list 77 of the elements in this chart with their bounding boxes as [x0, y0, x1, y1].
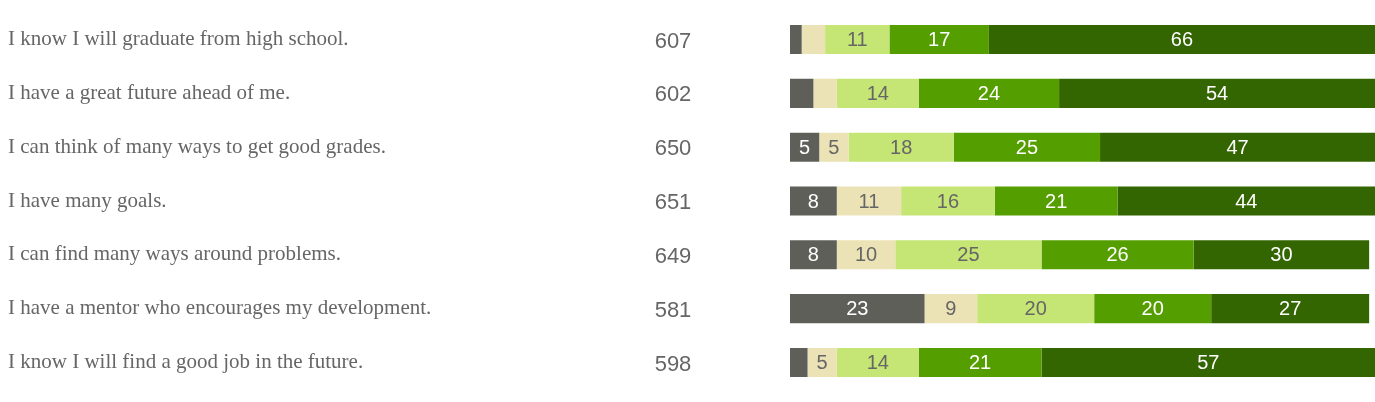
data-label: 25	[1015, 135, 1039, 158]
data-label: 10	[854, 243, 878, 266]
data-label: 27	[1279, 297, 1302, 320]
bar	[790, 186, 837, 216]
data-label: 16	[936, 189, 960, 212]
bar	[1117, 186, 1375, 216]
data-label: 5	[799, 135, 811, 158]
text: 650	[654, 135, 692, 161]
bar	[813, 78, 837, 108]
data-label: 5	[828, 135, 840, 158]
data-label: 57	[1197, 351, 1220, 373]
data-label: 20	[1024, 297, 1047, 320]
data-label: 20	[1141, 297, 1164, 320]
text: 649	[654, 242, 692, 268]
bar	[790, 24, 802, 55]
bar	[825, 24, 890, 55]
data-label: 26	[1106, 243, 1129, 266]
y-tick-label: I can find many ways around problems.	[8, 241, 341, 266]
bar	[953, 132, 1101, 162]
bar	[1041, 240, 1194, 270]
data-label: 21	[1045, 189, 1068, 212]
data-label: 44	[1235, 189, 1258, 212]
text: 602	[654, 81, 692, 107]
bar	[918, 78, 1060, 108]
data-label: 25	[957, 243, 980, 266]
data-label: 9	[945, 297, 957, 320]
bar	[836, 347, 919, 378]
y-tick-label: I can think of many ways to get good grades.	[8, 133, 386, 158]
data-label: 23	[846, 297, 869, 320]
data-label: 30	[1270, 243, 1293, 266]
data-label: 54	[1205, 81, 1229, 104]
y-tick-label: I have a great future ahead of me.	[8, 79, 291, 104]
bar	[801, 24, 826, 55]
data-label: 47	[1226, 135, 1249, 158]
bar	[790, 294, 925, 324]
data-label: 11	[846, 28, 868, 51]
data-label: 8	[807, 189, 819, 212]
data-label: 11	[858, 189, 880, 212]
data-label: 24	[977, 81, 1001, 104]
y-tick-label: I have many goals.	[8, 187, 167, 212]
data-label: 8	[807, 243, 819, 266]
bar	[977, 294, 1095, 324]
data-label: 14	[866, 351, 889, 373]
bar	[1211, 294, 1370, 324]
text: 598	[654, 350, 692, 376]
bar	[836, 240, 896, 270]
bar	[1094, 294, 1212, 324]
bar	[924, 294, 978, 324]
bar	[895, 240, 1042, 270]
data-label: 5	[816, 351, 828, 373]
data-label: 17	[928, 28, 951, 51]
text: 607	[654, 27, 692, 53]
bar	[918, 347, 1042, 378]
bar	[1059, 78, 1375, 108]
bar	[988, 24, 1375, 55]
bar	[790, 240, 837, 270]
data-label: 18	[890, 135, 913, 158]
y-tick-label: I know I will graduate from high school.	[8, 26, 349, 51]
bar	[848, 132, 954, 162]
data-label: 14	[866, 81, 889, 104]
bar	[1100, 132, 1375, 162]
bar	[1193, 240, 1370, 270]
bar	[1041, 347, 1375, 378]
y-tick-label: I know I will find a good job in the future.	[8, 349, 364, 373]
data-label: 21	[969, 351, 992, 373]
text: 651	[654, 189, 692, 215]
bar	[836, 186, 902, 216]
bar	[901, 186, 995, 216]
bar	[819, 132, 849, 162]
data-label: 66	[1170, 28, 1194, 51]
bar	[790, 347, 808, 378]
text: 581	[654, 296, 692, 322]
y-tick-label: I have a mentor who encourages my development.	[8, 295, 432, 320]
bar	[994, 186, 1118, 216]
bar	[790, 78, 814, 108]
bar	[889, 24, 989, 55]
bar	[836, 78, 919, 108]
